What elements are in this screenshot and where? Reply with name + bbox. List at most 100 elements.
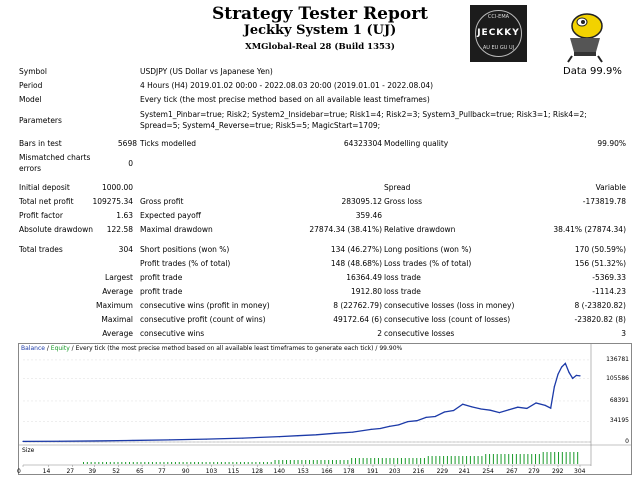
size-bar [270, 462, 272, 464]
size-bar [121, 462, 123, 464]
size-bar [194, 462, 196, 464]
size-bar [155, 462, 157, 464]
size-bar [374, 458, 376, 464]
size-bar [492, 454, 494, 464]
balance-point [517, 406, 519, 408]
ticks-label: Ticks modelled [140, 139, 197, 148]
size-bar [354, 458, 356, 464]
row-profit-trades: Profit trades (% of total) 148 (48.68%) … [0, 258, 640, 269]
logo-main-text: JECKKY [477, 28, 520, 38]
max-cw-value: 8 (22762.79) [333, 301, 382, 310]
legend-separator: / [44, 345, 51, 352]
bars-label: Bars in test [19, 139, 62, 148]
x-tick-label: 115 [227, 468, 240, 475]
size-bar [439, 456, 441, 464]
balance-point [579, 375, 581, 377]
row-mismatch: Mismatched charts errors 0 [0, 152, 640, 174]
series-line-balance [22, 362, 581, 443]
size-bar [469, 456, 471, 464]
size-bar [213, 462, 215, 464]
size-bar [473, 456, 475, 464]
balance-point [168, 439, 171, 441]
size-bar [569, 452, 571, 464]
size-bar [102, 462, 104, 464]
balance-point [568, 371, 570, 373]
y-tick-label: 0 [625, 438, 629, 445]
size-bar [485, 454, 487, 464]
x-tick-label: 229 [436, 468, 449, 475]
size-bar [243, 462, 245, 464]
size-bar [151, 462, 153, 464]
x-tick-label: 14 [42, 468, 51, 475]
x-tick-label: 65 [136, 468, 144, 475]
size-bar [209, 462, 211, 464]
size-bar [113, 462, 115, 464]
balance-point [132, 439, 134, 442]
size-bar [190, 462, 192, 464]
mascot-icon [567, 13, 603, 63]
balance-point [278, 436, 281, 438]
logo-ring [475, 10, 522, 57]
quality-value: 99.90% [597, 139, 626, 148]
size-bar [220, 462, 222, 464]
parameters-label: Parameters [19, 116, 62, 125]
trades-value: 304 [118, 245, 133, 254]
size-bar [577, 452, 579, 464]
size-bar [324, 460, 326, 464]
size-bar [446, 456, 448, 464]
size-bar [385, 458, 387, 464]
balance-point [398, 424, 400, 426]
trades-label: Total trades [19, 245, 63, 254]
size-bar [282, 460, 284, 464]
row-average: Average profit trade 1912.80 loss trade … [0, 286, 640, 297]
x-tick-label: 140 [273, 468, 285, 475]
balance-point [425, 416, 427, 418]
size-bar [132, 462, 134, 464]
balance-point [333, 432, 336, 434]
row-netprofit: Total net profit 109275.34 Gross profit … [0, 196, 640, 207]
size-bar [489, 454, 491, 464]
chart-plot [19, 344, 631, 467]
size-bar [289, 460, 291, 464]
average2-prefix: Average [102, 329, 133, 338]
size-bar [159, 462, 161, 464]
chart-legend: Balance / Equity / Every tick (the most … [21, 345, 402, 352]
size-bar [542, 452, 544, 464]
row-profitfactor: Profit factor 1.63 Expected payoff 359.4… [0, 210, 640, 221]
jeckky-logo: CCI-EMA JECKKY AU EU GU UJ [470, 5, 527, 62]
balance-point [59, 440, 61, 442]
report-title: Strategy Tester Report [211, 4, 429, 24]
size-bar [278, 460, 280, 464]
size-bar [136, 462, 138, 464]
mxl-cp-label: consecutive profit (count of wins) [140, 315, 266, 324]
x-tick-label: 153 [297, 468, 309, 475]
largest-pt-label: profit trade [140, 273, 183, 282]
pf-value: 1.63 [116, 211, 133, 220]
size-bar [309, 460, 311, 464]
size-bar [86, 462, 88, 464]
size-bar [332, 460, 333, 464]
size-bar [458, 456, 460, 464]
size-bar [148, 462, 150, 464]
model-label: Model [19, 95, 42, 104]
size-bar [370, 458, 372, 464]
bars-value: 5698 [117, 139, 137, 148]
size-bar [228, 462, 230, 464]
size-bar [320, 460, 322, 464]
grossprofit-label: Gross profit [140, 197, 184, 206]
reldd-label: Relative drawdown [384, 225, 456, 234]
size-bar [466, 456, 468, 464]
size-bar [397, 458, 399, 464]
row-deposit: Initial deposit 1000.00 Spread Variable [0, 182, 640, 193]
size-bar [504, 454, 506, 464]
size-bar [535, 454, 537, 464]
size-bar [186, 462, 188, 464]
ticks-value: 64323304 [343, 139, 382, 148]
size-bar [389, 458, 391, 464]
size-bar [125, 462, 127, 464]
size-bar [224, 462, 226, 464]
x-tick-label: 77 [158, 468, 166, 475]
avg-lt-label: loss trade [384, 287, 421, 296]
row-period: Period 4 Hours (H4) 2019.01.02 00:00 - 2… [0, 80, 640, 91]
size-bar [573, 452, 575, 464]
